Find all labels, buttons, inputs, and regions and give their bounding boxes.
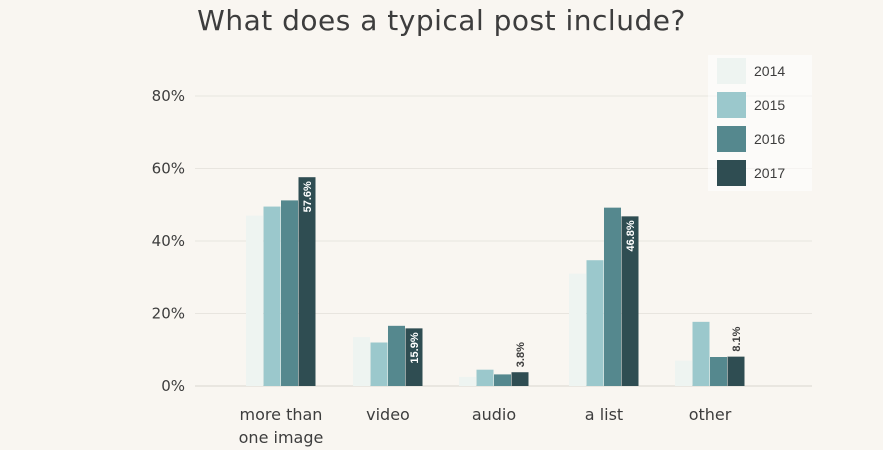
bar-2015 xyxy=(370,342,388,386)
bar-2015 xyxy=(263,206,281,386)
chart-title: What does a typical post include? xyxy=(197,4,686,37)
legend-swatch-2016 xyxy=(717,126,746,152)
bar-2016 xyxy=(710,357,727,386)
y-tick-label: 20% xyxy=(152,305,185,323)
x-tick-label: more than one image xyxy=(239,405,324,447)
bar-2016 xyxy=(281,200,298,386)
legend-label: 2014 xyxy=(754,63,785,79)
bar-2015 xyxy=(476,369,494,386)
legend: 2014 2015 2016 2017 xyxy=(708,55,812,191)
bar-2016 xyxy=(388,325,405,386)
bar-2014 xyxy=(246,215,263,386)
data-labels: 57.6% 15.9% 3.8% 46.8% 8.1% xyxy=(302,181,743,367)
bar-2017 xyxy=(727,356,745,386)
legend-label: 2015 xyxy=(754,97,785,113)
bars xyxy=(246,177,745,386)
y-tick-label: 60% xyxy=(152,160,185,178)
bar-2015 xyxy=(586,260,604,386)
bar-2015 xyxy=(692,321,710,386)
legend-swatch-2015 xyxy=(717,92,746,118)
x-tick-label: video xyxy=(366,405,410,424)
legend-label: 2016 xyxy=(754,131,785,147)
bar-2016 xyxy=(494,374,511,386)
bar-2016 xyxy=(604,207,621,386)
data-label: 57.6% xyxy=(302,181,314,212)
legend-swatch-2014 xyxy=(717,58,746,84)
bar-2014 xyxy=(353,337,370,386)
y-axis-ticks: 0% 20% 40% 60% 80% xyxy=(152,87,185,395)
data-label: 46.8% xyxy=(625,220,637,251)
y-tick-label: 40% xyxy=(152,232,185,250)
bar-2017 xyxy=(298,177,316,386)
x-axis-ticks: more than one image video audio a list other xyxy=(239,405,732,447)
bar-2017 xyxy=(405,328,423,386)
x-tick-label: a list xyxy=(585,405,623,424)
x-tick-label: other xyxy=(689,405,732,424)
data-label: 8.1% xyxy=(731,326,743,351)
bar-2014 xyxy=(459,376,476,386)
legend-swatch-2017 xyxy=(717,160,746,186)
bar-2017 xyxy=(511,372,529,386)
data-label: 15.9% xyxy=(409,332,421,363)
bar-2017 xyxy=(621,216,639,386)
x-tick-label: audio xyxy=(472,405,516,424)
y-tick-label: 0% xyxy=(161,377,185,395)
legend-label: 2017 xyxy=(754,165,785,181)
bar-2014 xyxy=(675,360,692,386)
data-label: 3.8% xyxy=(515,342,527,367)
bar-2014 xyxy=(569,273,586,386)
y-tick-label: 80% xyxy=(152,87,185,105)
